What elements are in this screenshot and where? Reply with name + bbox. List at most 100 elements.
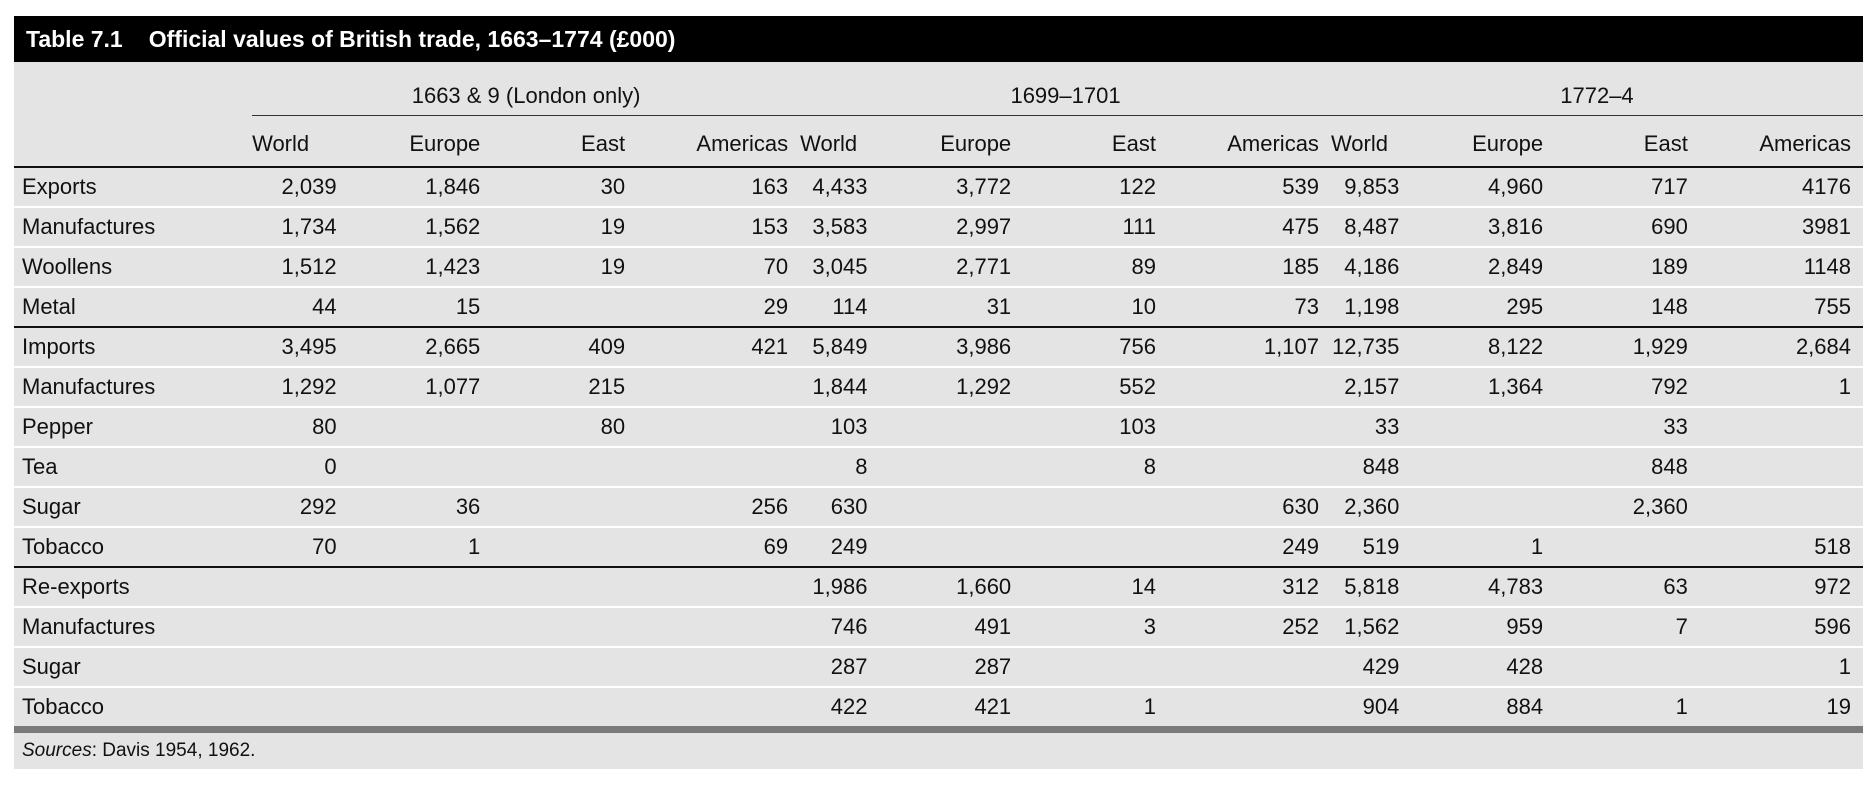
table-cell <box>1411 487 1556 528</box>
table-cell: 1,986 <box>800 567 880 608</box>
table-row: Woollens 1,512 1,423 19 70 3,045 2,771 89 185 4,1… <box>14 247 1863 288</box>
table-cell: 70 <box>637 247 801 288</box>
sources-text: : Davis 1954, 1962. <box>91 740 256 761</box>
table-cell: 630 <box>1167 487 1331 528</box>
table-cell <box>252 567 349 608</box>
table-row: Pepper 80 80 103 103 33 33 <box>14 407 1863 448</box>
table-cell <box>879 527 1024 568</box>
column-header: East <box>1643 131 1688 156</box>
row-label: Manufactures <box>14 607 253 648</box>
table-cell: 1,844 <box>800 367 880 408</box>
table-cell: 31 <box>879 287 1024 328</box>
table-cell: 2,665 <box>348 327 493 368</box>
table-cell: 518 <box>1699 527 1863 568</box>
table-cell: 959 <box>1411 607 1556 648</box>
table-cell: 122 <box>1023 167 1168 208</box>
table-cell: 12,735 <box>1330 327 1412 368</box>
period-header: 1772–4 <box>1330 62 1863 122</box>
table-cell: 1,512 <box>252 247 349 288</box>
table-cell: 114 <box>800 287 880 328</box>
table-cell: 295 <box>1411 287 1556 328</box>
table-cell <box>879 487 1024 528</box>
table-cell <box>252 647 349 688</box>
table-cell: 4176 <box>1699 167 1863 208</box>
table-cell <box>637 407 801 448</box>
table-cell: 904 <box>1330 687 1412 733</box>
table-cell <box>492 647 638 688</box>
row-label: Manufactures <box>14 207 253 248</box>
table-cell: 2,360 <box>1330 487 1412 528</box>
table-cell: 33 <box>1330 407 1412 448</box>
row-label: Tea <box>14 447 253 488</box>
column-header: Europe <box>1472 131 1544 156</box>
row-label: Sugar <box>14 487 253 528</box>
row-label: Tobacco <box>14 687 253 733</box>
table-cell <box>492 687 638 733</box>
table-cell: 73 <box>1167 287 1331 328</box>
table-cell: 1,292 <box>252 367 349 408</box>
table-cell <box>492 487 638 528</box>
table-cell: 2,997 <box>879 207 1024 248</box>
table-cell <box>492 607 638 648</box>
table-cell: 756 <box>1023 327 1168 368</box>
table-cell: 3,772 <box>879 167 1024 208</box>
table-cell: 4,783 <box>1411 567 1556 608</box>
table-cell <box>1699 447 1863 488</box>
table-cell: 30 <box>492 167 638 208</box>
table-cell: 519 <box>1330 527 1412 568</box>
table-cell <box>348 647 493 688</box>
table-cell <box>879 447 1024 488</box>
column-header: East <box>581 131 626 156</box>
table-row: Manufactures 1,734 1,562 19 153 3,583 2,997 111… <box>14 207 1863 248</box>
table-title: Official values of British trade, 1663–1… <box>148 26 676 52</box>
table-cell: 69 <box>637 527 801 568</box>
table-cell <box>637 647 801 688</box>
table-cell: 153 <box>637 207 801 248</box>
table-cell <box>252 607 349 648</box>
table-cell: 3,045 <box>800 247 880 288</box>
table-cell: 103 <box>800 407 880 448</box>
table-cell <box>1167 407 1331 448</box>
table-cell: 848 <box>1330 447 1412 488</box>
table-cell: 9,853 <box>1330 167 1412 208</box>
period-header: 1663 & 9 (London only) <box>252 62 801 122</box>
table-cell <box>637 447 801 488</box>
row-label: Manufactures <box>14 367 253 408</box>
table-cell: 755 <box>1699 287 1863 328</box>
table-cell: 8,487 <box>1330 207 1412 248</box>
table-cell: 848 <box>1555 447 1700 488</box>
table-cell: 1,660 <box>879 567 1024 608</box>
table-body: Exports 2,039 1,846 30 163 4,433 3,772 122 539 9,… <box>14 167 1863 733</box>
table-cell: 3,583 <box>800 207 880 248</box>
table-cell: 3981 <box>1699 207 1863 248</box>
table-cell: 249 <box>800 527 880 568</box>
table-cell <box>1023 487 1168 528</box>
column-header: World <box>1330 131 1388 156</box>
column-header: World <box>252 131 310 156</box>
table-cell: 189 <box>1555 247 1700 288</box>
table-row: Imports 3,495 2,665 409 421 5,849 3,986 756 1,10… <box>14 327 1863 368</box>
table-cell <box>637 607 801 648</box>
header-corner <box>14 122 252 167</box>
table-cell: 15 <box>348 287 493 328</box>
table-cell: 19 <box>1699 687 1863 733</box>
table-cell <box>1023 527 1168 568</box>
table-cell: 287 <box>879 647 1024 688</box>
table-cell: 884 <box>1411 687 1556 733</box>
table-cell <box>492 287 638 328</box>
table-row: Manufactures 746 491 3 252 1,562 959 7 596 <box>14 607 1863 648</box>
table-title-bar: Table 7.1 Official values of British trad… <box>14 16 1863 62</box>
table-cell: 44 <box>252 287 349 328</box>
table-cell: 3 <box>1023 607 1168 648</box>
table-cell: 29 <box>637 287 801 328</box>
table-cell <box>637 567 801 608</box>
table-cell <box>348 447 493 488</box>
table-row: Sugar 292 36 256 630 630 2,360 2,360 <box>14 487 1863 528</box>
table-cell: 421 <box>637 327 801 368</box>
table-cell: 4,433 <box>800 167 880 208</box>
table-cell <box>1167 687 1331 733</box>
table-cell: 552 <box>1023 367 1168 408</box>
table-row: Exports 2,039 1,846 30 163 4,433 3,772 122 539 9,… <box>14 167 1863 208</box>
column-header: East <box>1111 131 1156 156</box>
table-cell: 422 <box>800 687 880 733</box>
